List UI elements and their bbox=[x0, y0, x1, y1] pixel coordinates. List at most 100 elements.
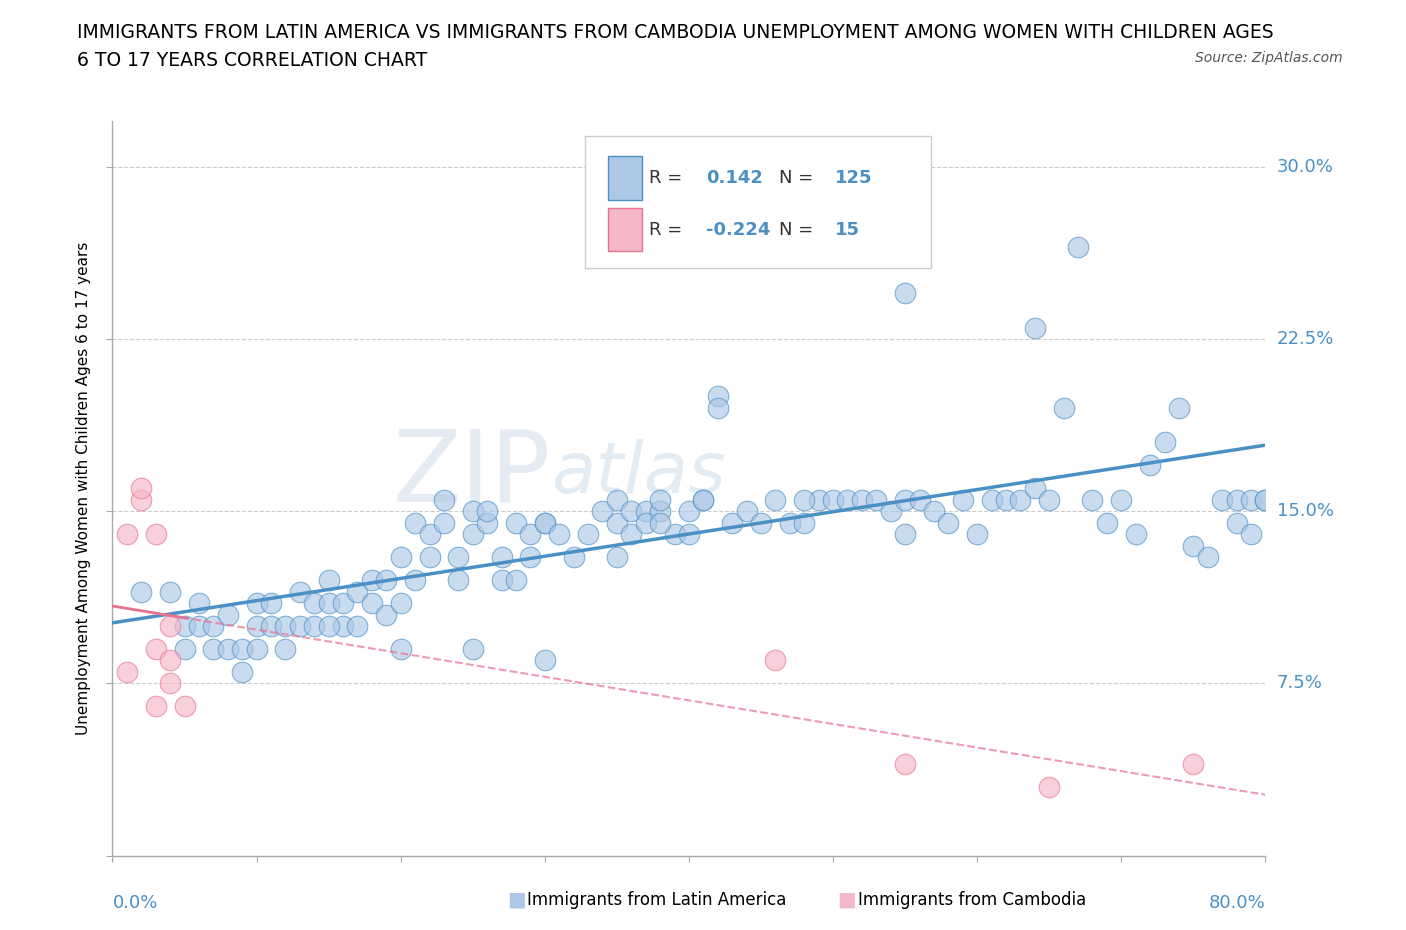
Text: R =: R = bbox=[648, 220, 682, 239]
Text: Immigrants from Cambodia: Immigrants from Cambodia bbox=[858, 891, 1085, 910]
Point bbox=[188, 595, 211, 610]
Point bbox=[1254, 492, 1277, 507]
Point bbox=[461, 642, 484, 657]
Point bbox=[1081, 492, 1104, 507]
Point bbox=[606, 550, 628, 565]
Point bbox=[620, 504, 643, 519]
Point bbox=[1053, 401, 1076, 416]
Point bbox=[1095, 515, 1118, 530]
Point bbox=[1067, 240, 1090, 255]
Point bbox=[707, 401, 730, 416]
Point bbox=[246, 618, 269, 633]
Point bbox=[475, 515, 499, 530]
Point bbox=[404, 573, 426, 588]
Point bbox=[1167, 401, 1189, 416]
Point bbox=[793, 492, 815, 507]
Point bbox=[129, 492, 153, 507]
Point bbox=[1254, 492, 1277, 507]
Point bbox=[1024, 481, 1046, 496]
Point bbox=[246, 642, 269, 657]
Point bbox=[173, 699, 195, 714]
Point bbox=[360, 573, 382, 588]
FancyBboxPatch shape bbox=[609, 156, 641, 200]
Point bbox=[419, 526, 441, 541]
Point bbox=[765, 653, 787, 668]
Point bbox=[1153, 435, 1175, 450]
Point bbox=[332, 618, 354, 633]
Point bbox=[217, 642, 239, 657]
Point bbox=[880, 504, 903, 519]
Point bbox=[534, 515, 557, 530]
Point bbox=[419, 550, 441, 565]
Point bbox=[505, 573, 527, 588]
Point bbox=[1024, 320, 1046, 335]
Point bbox=[692, 492, 714, 507]
Point bbox=[173, 618, 195, 633]
Point bbox=[620, 526, 643, 541]
Point bbox=[980, 492, 1002, 507]
Point bbox=[664, 526, 686, 541]
Point bbox=[562, 550, 585, 565]
Point bbox=[433, 492, 456, 507]
Point bbox=[634, 504, 657, 519]
Point bbox=[1211, 492, 1233, 507]
Point bbox=[389, 595, 412, 610]
Point bbox=[894, 286, 917, 300]
Point bbox=[908, 492, 931, 507]
Text: 7.5%: 7.5% bbox=[1277, 674, 1323, 693]
Point bbox=[145, 526, 167, 541]
Point bbox=[735, 504, 758, 519]
Point bbox=[1125, 526, 1147, 541]
Point bbox=[346, 618, 368, 633]
Point bbox=[332, 595, 354, 610]
Point bbox=[461, 526, 484, 541]
Point bbox=[1010, 492, 1032, 507]
Point bbox=[519, 526, 541, 541]
Point bbox=[202, 642, 225, 657]
Point bbox=[894, 756, 917, 771]
Text: ▪: ▪ bbox=[506, 885, 527, 915]
Point bbox=[505, 515, 527, 530]
Text: 15: 15 bbox=[835, 220, 860, 239]
Point bbox=[650, 515, 672, 530]
Point bbox=[260, 618, 283, 633]
Point bbox=[576, 526, 599, 541]
Point bbox=[1197, 550, 1219, 565]
Text: 80.0%: 80.0% bbox=[1209, 895, 1265, 912]
Point bbox=[159, 584, 181, 599]
Point bbox=[1240, 526, 1263, 541]
Text: ZIP: ZIP bbox=[392, 425, 551, 522]
Point bbox=[678, 504, 700, 519]
Point bbox=[433, 515, 456, 530]
Point bbox=[360, 595, 382, 610]
Text: R =: R = bbox=[648, 169, 682, 187]
Point bbox=[145, 699, 167, 714]
Point bbox=[1182, 538, 1205, 553]
Point bbox=[865, 492, 887, 507]
Point bbox=[260, 595, 283, 610]
Point bbox=[807, 492, 830, 507]
Point bbox=[692, 492, 714, 507]
Point bbox=[461, 504, 484, 519]
FancyBboxPatch shape bbox=[609, 207, 641, 251]
Point bbox=[821, 492, 844, 507]
Point bbox=[952, 492, 974, 507]
Point bbox=[375, 607, 398, 622]
Point bbox=[389, 642, 412, 657]
Point bbox=[304, 595, 326, 610]
Point bbox=[519, 550, 541, 565]
Point bbox=[274, 618, 297, 633]
Text: 30.0%: 30.0% bbox=[1277, 158, 1333, 176]
Point bbox=[447, 550, 470, 565]
Point bbox=[404, 515, 426, 530]
Point bbox=[793, 515, 815, 530]
Point bbox=[491, 550, 513, 565]
Point bbox=[534, 515, 557, 530]
Text: 125: 125 bbox=[835, 169, 873, 187]
Point bbox=[894, 526, 917, 541]
Point bbox=[173, 642, 195, 657]
Point bbox=[894, 492, 917, 507]
Point bbox=[115, 526, 138, 541]
Point bbox=[318, 595, 340, 610]
Text: atlas: atlas bbox=[551, 439, 725, 508]
